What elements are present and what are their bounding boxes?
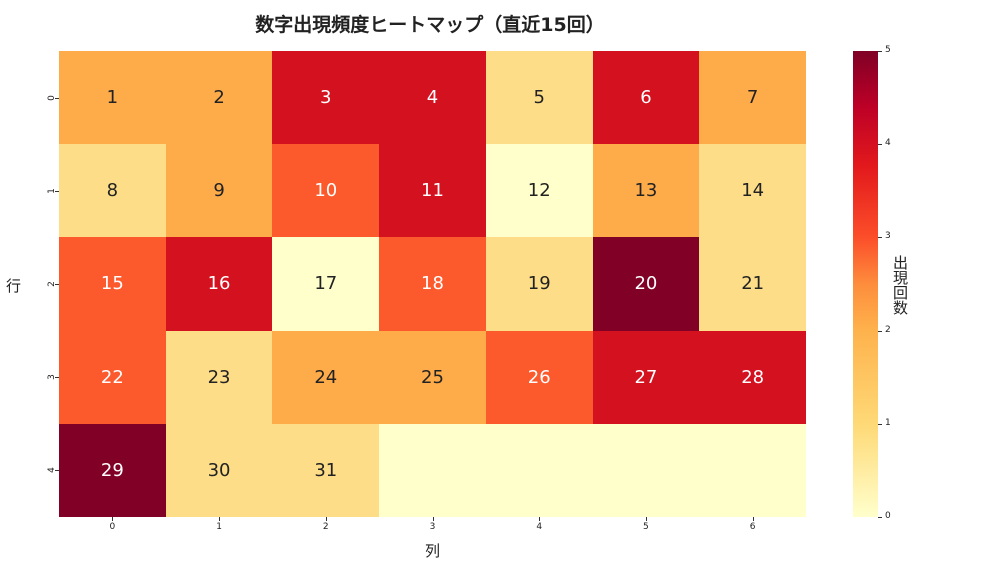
colorbar-tick-mark: [878, 144, 882, 146]
x-tick-label: 0: [109, 522, 116, 532]
colorbar-tick-label: 3: [885, 231, 891, 242]
heatmap-cell: 30: [165, 423, 273, 517]
heatmap-cell: 21: [699, 237, 806, 331]
colorbar-tick-label: 1: [885, 417, 891, 428]
heatmap-cell: 20: [592, 237, 700, 331]
heatmap-cell: 28: [699, 330, 806, 424]
colorbar-tick-mark: [878, 51, 882, 52]
heatmap-cell: 9: [165, 144, 273, 238]
x-tick-mark: [645, 517, 647, 521]
x-tick-mark: [325, 517, 327, 521]
heatmap-cell: [699, 423, 806, 517]
colorbar-tick-mark: [878, 330, 882, 332]
heatmap-cell: 17: [272, 237, 380, 331]
x-tick-label: 6: [749, 522, 756, 532]
heatmap-cell: 23: [165, 330, 273, 424]
x-axis-label: 列: [424, 542, 440, 560]
heatmap-cell: 2: [165, 51, 273, 145]
x-tick-mark: [432, 517, 434, 521]
x-tick-mark: [752, 517, 754, 521]
heatmap-cell: 27: [592, 330, 700, 424]
heatmap-cell: 12: [485, 144, 593, 238]
y-tick-mark: [55, 97, 59, 99]
heatmap-cell: 7: [699, 51, 806, 145]
colorbar-tick-label: 0: [885, 511, 891, 521]
heatmap-cell: 10: [272, 144, 380, 238]
heatmap-cell: 8: [59, 144, 166, 238]
colorbar-tick-label: 2: [885, 324, 891, 335]
heatmap-cell: 18: [379, 237, 486, 331]
heatmap-cell: 13: [592, 144, 700, 238]
heatmap-grid: 1 2 3 4 5 6 7 8 9 10 11 12 13 14 15 16 17 18 19 20 21 22 23 24 2…: [59, 51, 806, 517]
heatmap-cell: 1: [59, 51, 166, 145]
colorbar-tick-label: 4: [885, 138, 891, 149]
heatmap-cell: 22: [59, 330, 166, 424]
heatmap-cell: 15: [59, 237, 166, 331]
x-tick-label: 4: [536, 522, 543, 532]
y-tick-mark: [55, 284, 59, 285]
colorbar-tick-mark: [878, 423, 882, 425]
heatmap-cell: 11: [379, 144, 486, 238]
x-tick-mark: [219, 517, 221, 521]
heatmap-cell: [485, 423, 593, 517]
heatmap-cell: 3: [272, 51, 380, 145]
chart-title: 数字出現頻度ヒートマップ（直近15回）: [255, 14, 605, 36]
y-tick-mark: [55, 377, 59, 379]
heatmap-cell: 29: [59, 423, 166, 517]
heatmap-cell: 5: [485, 51, 593, 145]
x-tick-label: 3: [429, 522, 436, 532]
colorbar-tick-mark: [878, 237, 882, 239]
y-tick-mark: [55, 190, 59, 192]
heatmap-cell: 24: [272, 330, 380, 424]
colorbar-label: 出現回数: [891, 255, 909, 315]
heatmap-cell: 26: [485, 330, 593, 424]
heatmap-cell: 4: [379, 51, 486, 145]
heatmap-cell: [379, 423, 486, 517]
heatmap-cell: 19: [485, 237, 593, 331]
heatmap-cell: 31: [272, 423, 380, 517]
x-tick-label: 2: [322, 522, 329, 532]
colorbar: [853, 51, 878, 517]
colorbar-tick-label: 5: [885, 45, 891, 55]
x-tick-mark: [539, 517, 541, 521]
x-tick-label: 5: [643, 522, 649, 532]
heatmap-cell: 25: [379, 330, 486, 424]
heatmap-cell: 14: [699, 144, 806, 238]
heatmap-cell: 6: [592, 51, 700, 145]
x-tick-label: 1: [216, 522, 222, 532]
heatmap-cell: [592, 423, 700, 517]
x-tick-mark: [112, 517, 114, 521]
colorbar-tick-mark: [878, 517, 882, 518]
y-axis-label: 行: [6, 277, 22, 295]
y-tick-mark: [55, 470, 59, 472]
heatmap-cell: 16: [165, 237, 273, 331]
